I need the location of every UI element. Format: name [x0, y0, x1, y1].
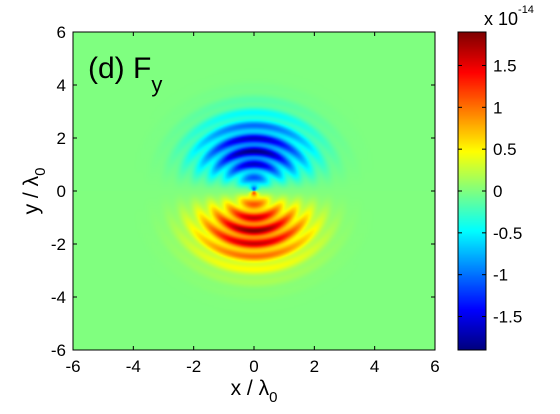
- colorbar-tick-label: 0: [493, 182, 502, 201]
- colorbar-tick-label: 1: [493, 98, 502, 117]
- x-tick-label: -6: [65, 357, 80, 376]
- x-tick-label: -4: [126, 357, 141, 376]
- colorbar-tick-label: 0.5: [493, 140, 517, 159]
- y-axis-label-main: y / λ: [20, 175, 43, 214]
- x-tick-label: 6: [430, 357, 439, 376]
- panel-label-main: (d) F: [88, 52, 151, 85]
- x-tick-label: 0: [249, 357, 258, 376]
- x-tick-label: -2: [186, 357, 201, 376]
- colorbar-tick-label: -1: [493, 266, 508, 285]
- colorbar-multiplier-exponent: -14: [518, 4, 534, 16]
- x-tick-label: 4: [370, 357, 379, 376]
- colorbar-ticks: -1.5 -1 -0.5 0 0.5 1 1.5: [458, 56, 522, 327]
- colorbar-tick-label: -0.5: [493, 224, 522, 243]
- x-axis-ticks: -6 -4 -2 0 2 4 6: [65, 32, 440, 376]
- y-tick-label: 6: [57, 23, 66, 42]
- x-tick-label: 2: [310, 357, 319, 376]
- x-axis-label-main: x / λ: [231, 377, 270, 400]
- colorbar-multiplier: x 10-14: [484, 4, 534, 29]
- colorbar-multiplier-text: x 10: [484, 9, 518, 29]
- x-axis-label: x / λ0: [231, 377, 278, 406]
- y-tick-label: -6: [51, 341, 66, 360]
- x-axis-label-subscript: 0: [269, 389, 277, 406]
- y-axis-label: y / λ0: [20, 168, 49, 215]
- panel-label-subscript: y: [151, 72, 162, 97]
- panel-label: (d) Fy: [88, 52, 162, 97]
- y-tick-label: -4: [51, 288, 66, 307]
- colorbar-tick-label: 1.5: [493, 56, 517, 75]
- colorbar-gradient: [458, 32, 486, 350]
- y-tick-label: 0: [57, 182, 66, 201]
- colorbar-tick-label: -1.5: [493, 308, 522, 327]
- y-tick-label: -2: [51, 235, 66, 254]
- y-axis-ticks: -6 -4 -2 0 2 4 6: [51, 23, 435, 360]
- y-tick-label: 4: [57, 76, 66, 95]
- y-tick-label: 2: [57, 129, 66, 148]
- y-axis-label-subscript: 0: [32, 168, 49, 176]
- heatmap-image: [73, 32, 435, 350]
